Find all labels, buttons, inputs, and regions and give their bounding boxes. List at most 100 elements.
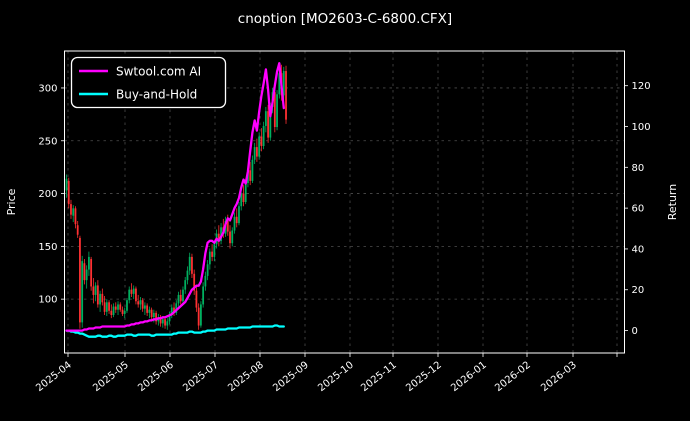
candle-body: [195, 290, 198, 308]
date-tick-label: 2025-04: [34, 360, 74, 394]
right-axis-title: Return: [666, 184, 679, 221]
axis-ticks: [61, 85, 628, 357]
candle-body: [72, 208, 75, 216]
left-axis-title: Price: [5, 188, 18, 215]
chart-title: cnoption [MO2603-C-6800.CFX]: [238, 11, 452, 27]
ai-return-line: [65, 62, 285, 332]
candle-body: [213, 244, 216, 257]
candle-body: [238, 206, 240, 224]
candle-body: [229, 231, 231, 244]
candlesticks: [65, 64, 287, 330]
return-lines: [65, 62, 285, 338]
candle-body: [128, 289, 131, 301]
candle-body: [96, 285, 99, 305]
candle-body: [65, 178, 68, 191]
candle-body: [226, 221, 229, 232]
date-tick-label: 2025-07: [181, 360, 221, 394]
candle-body: [202, 286, 205, 305]
price-tick-label: 250: [38, 136, 57, 147]
candle-body: [282, 71, 285, 96]
candle-body: [269, 106, 272, 138]
candle-body: [94, 285, 97, 295]
candle-body: [233, 216, 236, 231]
candle-body: [126, 300, 128, 311]
candle-body: [159, 317, 162, 324]
candle-body: [103, 302, 106, 312]
candle-body: [211, 251, 213, 257]
price-tick-label: 150: [38, 242, 57, 253]
date-tick-label: 2026-02: [493, 360, 533, 394]
return-tick-label: 120: [632, 81, 651, 92]
gridlines: [64, 51, 625, 353]
candle-body: [242, 193, 245, 202]
candle-body: [251, 159, 254, 181]
candle-body: [193, 273, 196, 291]
candle-body: [85, 269, 88, 281]
candle-body: [144, 305, 146, 309]
candle-body: [135, 288, 137, 302]
candle-body: [173, 307, 175, 313]
candle-body: [166, 321, 169, 326]
candle-body: [90, 259, 93, 287]
candle-body: [249, 170, 252, 181]
return-tick-label: 100: [632, 122, 651, 133]
date-tick-label: 2025-08: [226, 360, 266, 394]
candle-body: [83, 263, 86, 281]
candle-body: [179, 294, 182, 302]
candle-body: [112, 306, 115, 315]
candle-body: [137, 301, 140, 305]
candle-body: [217, 233, 220, 242]
candle-body: [175, 303, 178, 313]
chart-root: 100 150 200 250 300 0 20 40 60 80 100 120 2025-04 202…: [34, 50, 651, 394]
candle-body: [278, 73, 281, 95]
price-tick-label: 100: [38, 295, 57, 306]
candle-body: [253, 147, 256, 160]
return-tick-label: 60: [632, 204, 645, 215]
candle-body: [258, 136, 261, 157]
candle-body: [105, 302, 108, 312]
candle-body: [168, 314, 171, 322]
candle-body: [235, 216, 238, 224]
price-tick-label: 300: [38, 83, 57, 94]
date-tick-label: 2025-05: [91, 360, 131, 394]
candle-body: [152, 312, 155, 318]
candle-body: [74, 208, 77, 225]
candle-body: [70, 204, 72, 215]
candle-body: [132, 288, 135, 294]
candle-body: [191, 256, 193, 274]
candle-body: [267, 111, 269, 138]
candle-body: [99, 293, 101, 305]
legend: Swtool.com AI Buy-and-Hold: [70, 56, 227, 109]
candle-body: [208, 251, 211, 265]
candle-body: [182, 289, 184, 302]
date-tick-label: 2026-01: [449, 360, 489, 394]
candle-body: [121, 309, 124, 314]
candle-body: [197, 307, 200, 326]
candle-body: [285, 71, 287, 120]
candle-body: [79, 237, 81, 323]
candle-body: [184, 280, 187, 290]
candle-body: [264, 111, 267, 126]
plot-border: [64, 50, 625, 354]
date-tick-label: 2025-10: [316, 360, 356, 394]
date-tick-label: 2025-12: [404, 360, 444, 394]
candle-body: [88, 256, 90, 270]
candle-body: [177, 294, 180, 304]
return-tick-label: 80: [632, 163, 645, 174]
candle-body: [76, 225, 79, 235]
return-tick-label: 40: [632, 244, 645, 255]
candle-body: [146, 305, 149, 313]
candle-body: [119, 304, 122, 310]
candle-body: [206, 264, 209, 276]
candle-body: [110, 310, 113, 315]
legend-label: Swtool.com AI: [116, 65, 201, 79]
buy-and-hold-line: [65, 324, 285, 338]
date-tick-label: 2025-09: [271, 360, 311, 394]
candle-body: [240, 193, 243, 207]
candle-body: [204, 275, 207, 287]
candle-body: [188, 256, 191, 271]
date-tick-label: 2026-03: [539, 360, 579, 394]
legend-box: [70, 56, 227, 109]
